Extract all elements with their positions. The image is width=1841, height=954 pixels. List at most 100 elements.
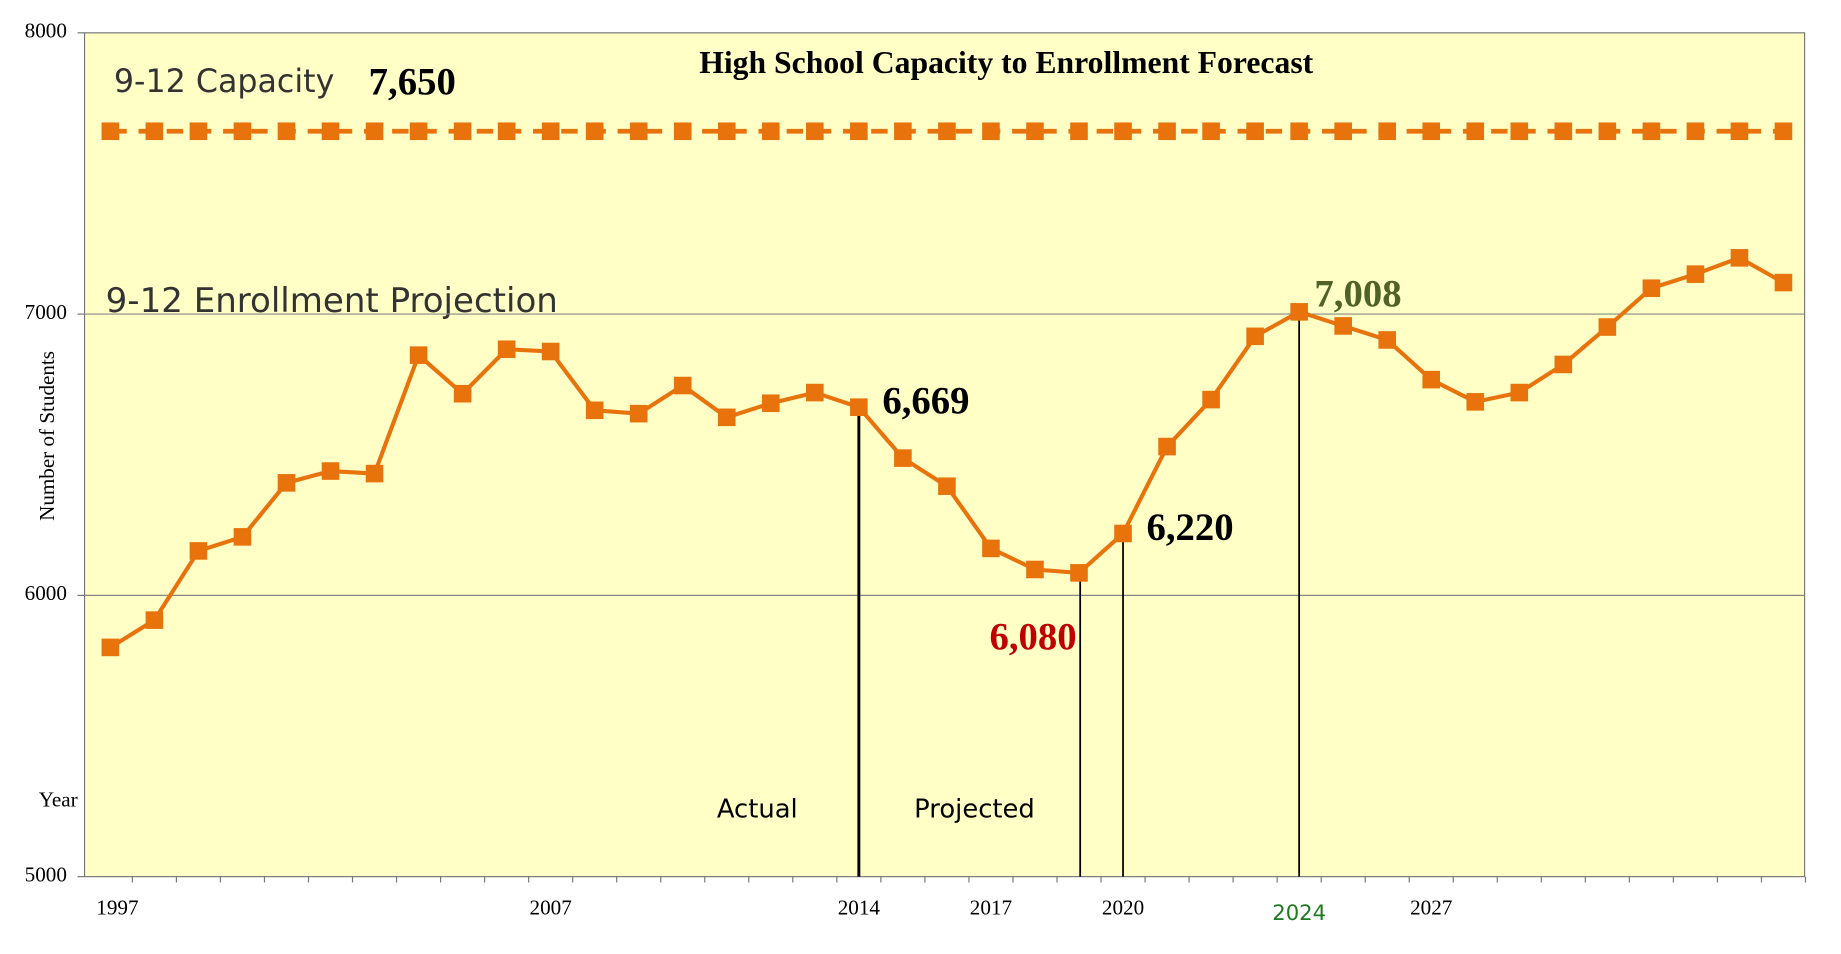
marker <box>1642 279 1661 298</box>
plot-area <box>83 32 1806 878</box>
marker <box>365 122 384 141</box>
marker <box>1730 249 1749 267</box>
marker <box>1730 122 1749 141</box>
annotation: Actual <box>717 794 798 824</box>
marker <box>938 122 956 141</box>
y-tick-label: 8000 <box>25 19 67 43</box>
marker <box>1422 122 1441 141</box>
marker <box>1246 122 1264 141</box>
marker <box>1290 303 1308 321</box>
marker <box>938 477 956 496</box>
marker <box>585 122 604 141</box>
marker <box>189 542 208 560</box>
marker <box>1686 122 1705 141</box>
marker <box>497 122 516 141</box>
x-tick-label: 2020 <box>1102 895 1144 919</box>
marker <box>145 122 164 141</box>
marker <box>453 384 472 403</box>
legend-entry: 9-12 Enrollment Projection <box>106 281 558 321</box>
y-tick-label: 7000 <box>25 300 67 324</box>
marker <box>541 342 560 361</box>
marker <box>1466 122 1485 141</box>
y-tick-label: 6000 <box>25 581 67 605</box>
marker <box>277 474 296 492</box>
marker <box>1642 122 1661 141</box>
marker <box>497 340 516 359</box>
marker <box>101 638 120 657</box>
data-label: 6,080 <box>989 617 1076 659</box>
marker <box>1026 560 1044 579</box>
data-label: 7,650 <box>369 61 456 103</box>
marker <box>806 122 824 141</box>
x-tick-label: 2007 <box>530 895 572 919</box>
marker <box>850 122 868 141</box>
marker <box>233 528 252 546</box>
chart-title: High School Capacity to Enrollment Forec… <box>699 45 1313 80</box>
marker <box>1510 383 1529 402</box>
marker <box>409 346 428 364</box>
marker <box>806 383 824 402</box>
marker <box>894 449 912 467</box>
marker <box>1554 355 1573 374</box>
marker <box>673 376 692 395</box>
marker <box>1422 370 1441 389</box>
x-axis-label: Year <box>39 787 78 811</box>
legend-entry: 9-12 Capacity <box>114 64 334 100</box>
marker <box>321 462 340 480</box>
data-label: 6,669 <box>882 381 969 423</box>
marker <box>982 539 1000 558</box>
marker <box>1202 390 1220 409</box>
marker <box>1378 122 1397 141</box>
marker <box>673 122 692 141</box>
marker <box>365 464 384 483</box>
marker <box>233 122 252 141</box>
marker <box>1114 122 1132 141</box>
marker <box>1466 393 1485 411</box>
marker <box>321 122 340 141</box>
y-axis-label: Number of Students <box>35 351 59 521</box>
marker <box>1378 331 1397 349</box>
marker <box>541 122 560 141</box>
marker <box>1334 317 1352 335</box>
marker <box>1026 122 1044 141</box>
marker <box>761 394 780 413</box>
marker <box>1070 564 1088 582</box>
marker <box>1114 524 1132 543</box>
marker <box>101 122 120 141</box>
marker <box>850 398 868 416</box>
marker <box>1774 122 1793 141</box>
marker <box>1598 318 1617 336</box>
data-label: 7,008 <box>1314 274 1401 316</box>
marker <box>982 122 1000 141</box>
marker <box>761 122 780 141</box>
marker <box>629 122 648 141</box>
y-tick-label: 5000 <box>25 863 67 887</box>
marker <box>1202 122 1220 141</box>
marker <box>894 122 912 141</box>
marker <box>1246 327 1264 346</box>
marker <box>1070 122 1088 141</box>
x-tick-label: 1997 <box>96 895 138 919</box>
marker <box>1158 437 1176 456</box>
marker <box>1774 273 1793 292</box>
marker <box>277 122 296 141</box>
x-tick-label: 2024 <box>1272 900 1326 925</box>
marker <box>409 122 428 141</box>
marker <box>1334 122 1352 141</box>
marker <box>717 122 736 141</box>
marker <box>1510 122 1529 141</box>
x-tick-label: 2014 <box>838 895 881 919</box>
marker <box>629 404 648 423</box>
marker <box>717 408 736 427</box>
marker <box>1158 122 1176 141</box>
marker <box>189 122 208 141</box>
marker <box>1598 122 1617 141</box>
x-tick-label: 2017 <box>970 895 1012 919</box>
x-tick-label: 2027 <box>1410 895 1452 919</box>
annotation: Projected <box>914 794 1035 824</box>
marker <box>1686 265 1705 283</box>
marker <box>145 611 164 629</box>
marker <box>1290 122 1308 141</box>
marker <box>453 122 472 141</box>
